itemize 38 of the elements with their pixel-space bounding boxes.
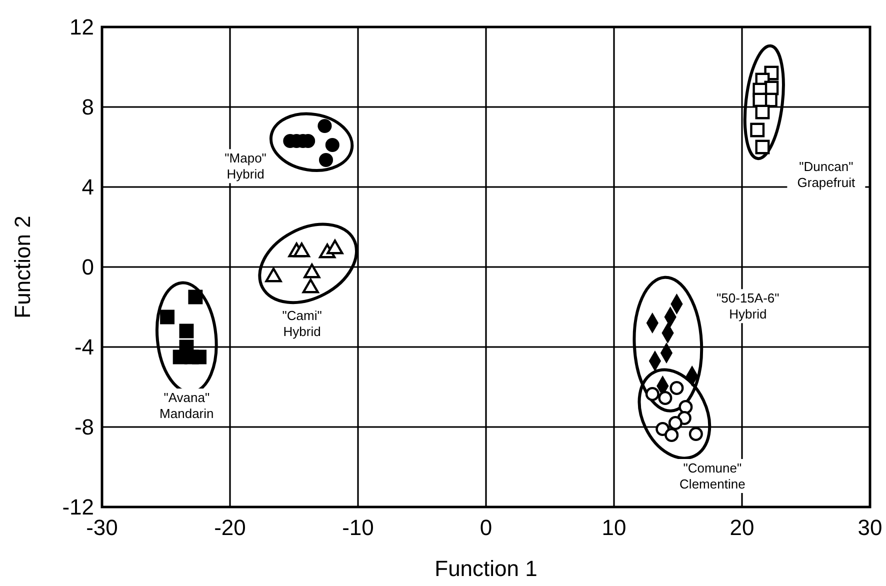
point [188,290,203,304]
point [645,386,660,402]
x-axis-title: Function 1 [434,556,538,581]
y-tick-label: 4 [82,174,94,200]
point [179,324,194,338]
y-tick-label: -4 [74,334,94,360]
point [668,416,682,430]
point [688,426,703,442]
text: "50-15A-6" Hybrid [716,290,780,322]
x-tick-label: -10 [342,515,374,540]
point [670,380,684,396]
point [755,104,770,120]
y-tick-label: 8 [82,94,94,120]
x-tick-label: 0 [480,515,492,540]
x-tick-label: 20 [730,515,754,540]
y-axis-title: Function 2 [10,216,35,318]
series-label: "Mapo" Hybrid [224,150,267,182]
text: "Duncan" Grapefruit [797,158,856,190]
point [318,118,332,134]
y-tick-label: -8 [74,414,94,440]
point [750,122,765,138]
point [192,350,207,364]
point [656,422,670,436]
point [318,152,334,168]
x-tick-label: 10 [602,515,626,540]
text: "Avana" Mandarin [160,390,214,422]
x-tick-label: -20 [214,515,246,540]
series-label: "Comune" Clementine [680,460,746,492]
point [678,400,693,414]
point [160,310,175,324]
point [755,140,770,154]
series-label: "Cami" Hybrid [282,308,322,339]
y-tick-label: 0 [82,254,94,280]
point [664,428,679,442]
point [658,390,672,406]
x-tick-label: 30 [858,515,882,540]
point [325,138,340,152]
y-tick-label: 12 [70,14,94,40]
